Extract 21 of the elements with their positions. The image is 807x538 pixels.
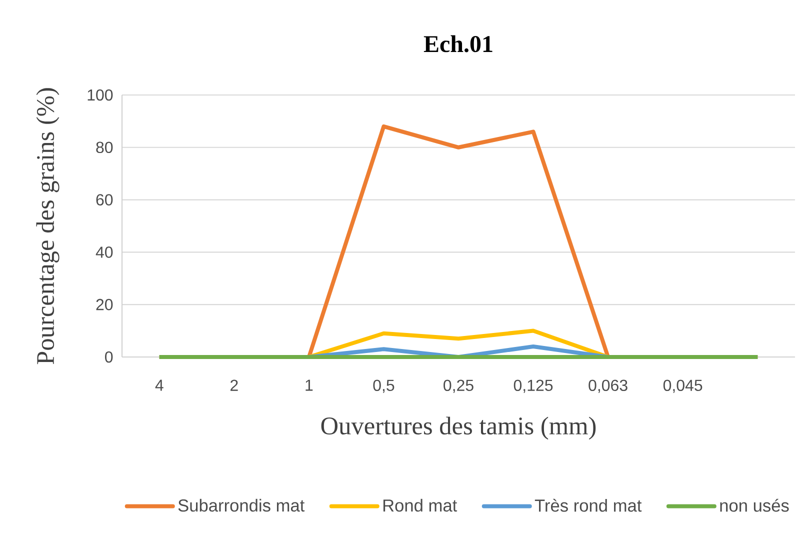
legend-label: Rond mat [383, 498, 458, 512]
x-tick-label: 0,063 [588, 380, 628, 393]
y-tick-label: 60 [96, 194, 113, 206]
legend-label: Très rond mat [534, 498, 642, 512]
x-tick-label: 0,25 [444, 380, 474, 393]
y-tick-label: 40 [96, 246, 113, 258]
x-axis-title: Ouvertures des tamis (mm) [321, 416, 596, 440]
chart-title: Ech.01 [424, 35, 492, 52]
y-tick-label: 20 [96, 298, 113, 310]
x-tick-label: 0,045 [663, 380, 702, 393]
x-tick-label: 2 [230, 380, 238, 391]
legend-label: non usés [720, 498, 789, 512]
legend-label: Subarrondis mat [178, 498, 305, 512]
x-tick-label: 0,5 [373, 380, 394, 393]
y-tick-label: 80 [96, 142, 113, 154]
x-tick-label: 1 [306, 380, 313, 391]
y-tick-label: 100 [88, 89, 113, 101]
y-axis-title: Pourcentage des grains (%) [36, 88, 60, 364]
x-tick-label: 4 [155, 380, 164, 391]
y-tick-label: 0 [105, 351, 113, 363]
x-tick-label: 0,125 [514, 380, 553, 393]
